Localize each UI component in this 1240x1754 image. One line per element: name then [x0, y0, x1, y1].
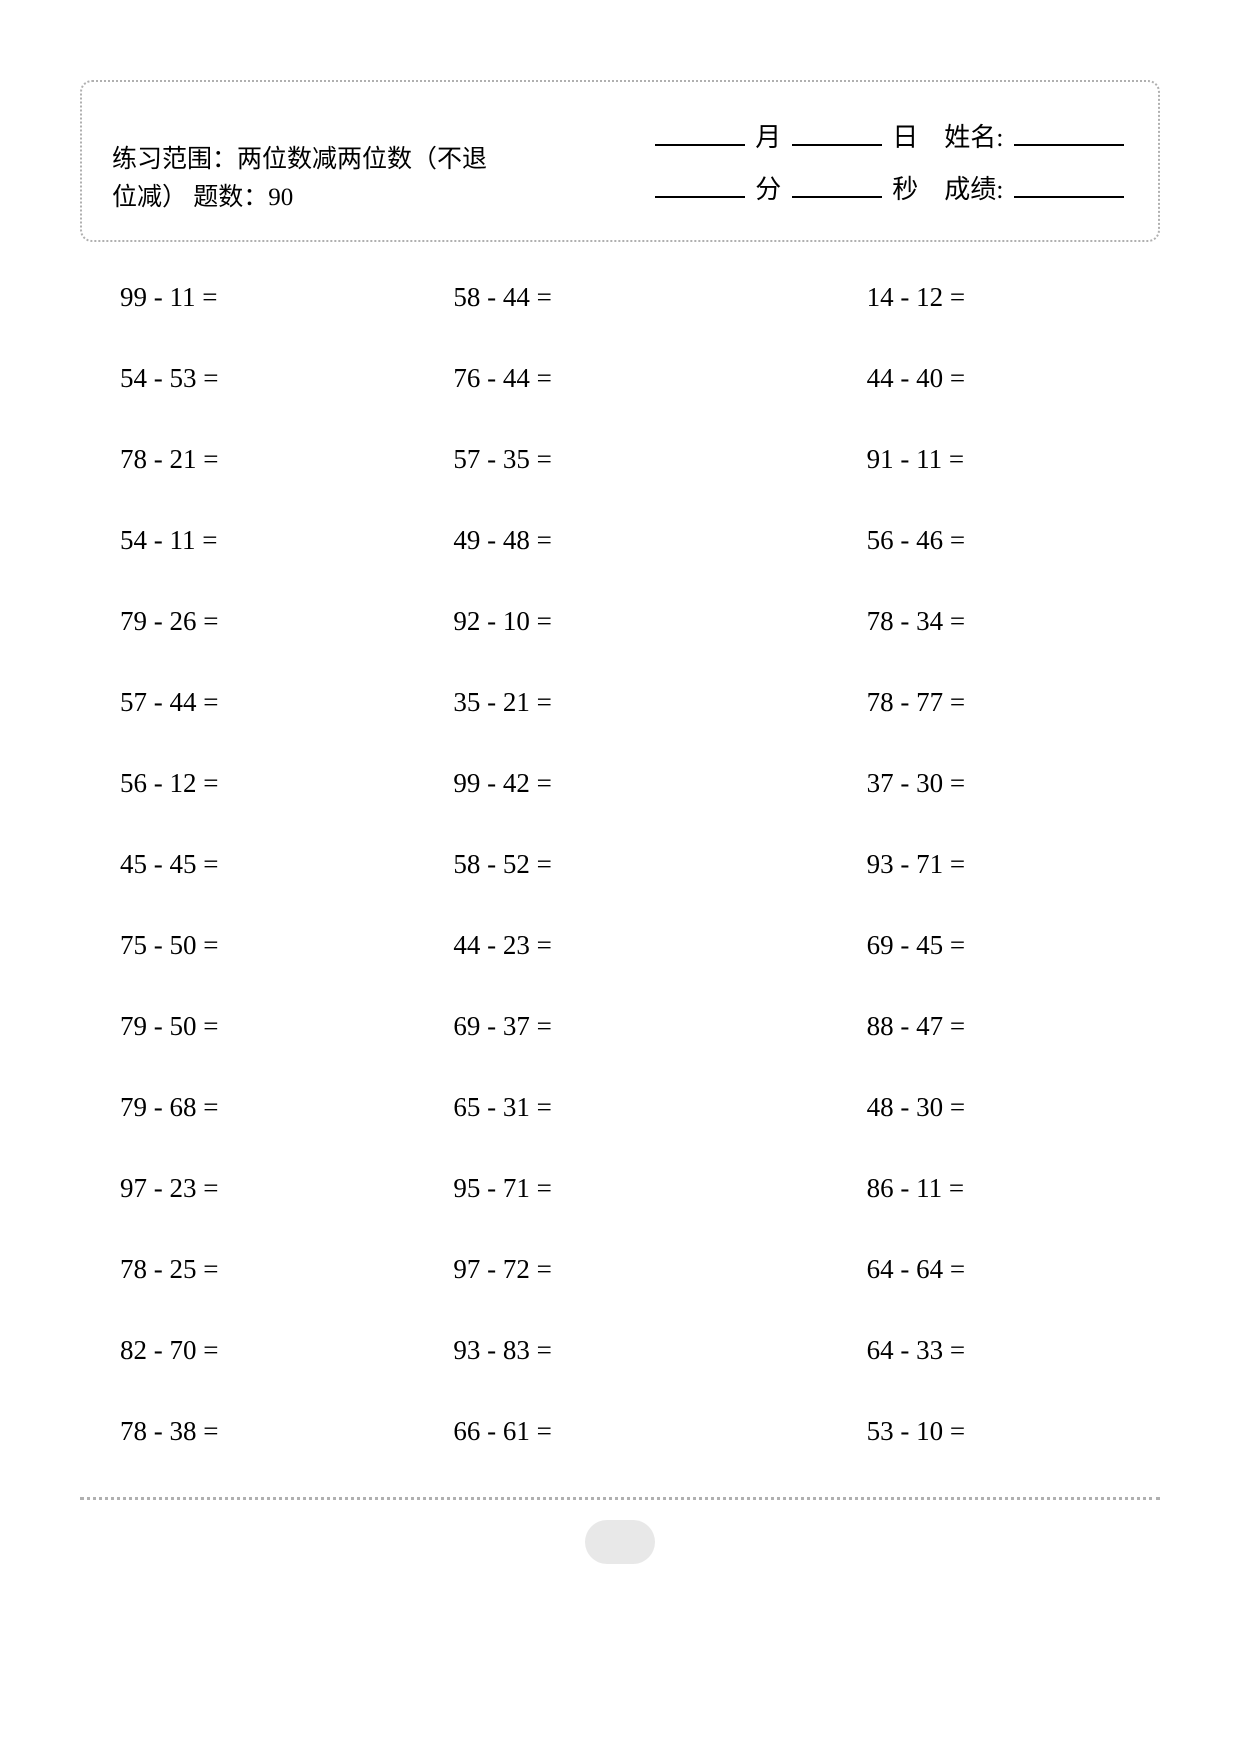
page-number-badge: [585, 1520, 655, 1564]
problem-cell: 64 - 64 =: [727, 1254, 1140, 1285]
problem-cell: 97 - 23 =: [100, 1173, 393, 1204]
problem-cell: 54 - 53 =: [100, 363, 393, 394]
second-blank[interactable]: [792, 176, 882, 198]
footer-divider: [80, 1497, 1160, 1500]
problem-cell: 37 - 30 =: [727, 768, 1140, 799]
problem-cell: 14 - 12 =: [727, 282, 1140, 313]
problem-cell: 58 - 44 =: [393, 282, 726, 313]
subtitle: 练习范围：两位数减两位数（不退位减） 题数：90: [112, 141, 492, 216]
minute-label: 分: [755, 175, 781, 204]
problem-row: 78 - 21 =57 - 35 =91 - 11 =: [100, 444, 1140, 475]
problem-row: 79 - 68 =65 - 31 =48 - 30 =: [100, 1092, 1140, 1123]
problem-row: 75 - 50 =44 - 23 =69 - 45 =: [100, 930, 1140, 961]
problem-cell: 78 - 21 =: [100, 444, 393, 475]
problem-cell: 95 - 71 =: [393, 1173, 726, 1204]
header-left: 练习范围：两位数减两位数（不退位减） 题数：90: [112, 141, 492, 216]
problem-cell: 65 - 31 =: [393, 1092, 726, 1123]
problem-cell: 88 - 47 =: [727, 1011, 1140, 1042]
problem-row: 78 - 25 =97 - 72 =64 - 64 =: [100, 1254, 1140, 1285]
problem-cell: 48 - 30 =: [727, 1092, 1140, 1123]
score-label: 成绩:: [944, 175, 1003, 204]
problem-row: 54 - 11 =49 - 48 =56 - 46 =: [100, 525, 1140, 556]
problem-cell: 92 - 10 =: [393, 606, 726, 637]
problem-row: 97 - 23 =95 - 71 =86 - 11 =: [100, 1173, 1140, 1204]
problem-cell: 78 - 38 =: [100, 1416, 393, 1447]
problem-row: 45 - 45 =58 - 52 =93 - 71 =: [100, 849, 1140, 880]
problem-cell: 82 - 70 =: [100, 1335, 393, 1366]
problem-cell: 66 - 61 =: [393, 1416, 726, 1447]
problem-cell: 97 - 72 =: [393, 1254, 726, 1285]
problem-cell: 79 - 26 =: [100, 606, 393, 637]
problem-cell: 99 - 11 =: [100, 282, 393, 313]
problem-cell: 57 - 35 =: [393, 444, 726, 475]
problem-cell: 78 - 34 =: [727, 606, 1140, 637]
month-blank[interactable]: [655, 124, 745, 146]
problem-cell: 91 - 11 =: [727, 444, 1140, 475]
problem-row: 99 - 11 =58 - 44 =14 - 12 =: [100, 282, 1140, 313]
minute-blank[interactable]: [655, 176, 745, 198]
problem-cell: 78 - 77 =: [727, 687, 1140, 718]
header-right: 月 日 姓名: 分 秒 成绩:: [651, 112, 1128, 216]
day-blank[interactable]: [792, 124, 882, 146]
problem-cell: 93 - 71 =: [727, 849, 1140, 880]
problem-cell: 44 - 40 =: [727, 363, 1140, 394]
problem-row: 82 - 70 =93 - 83 =64 - 33 =: [100, 1335, 1140, 1366]
problem-row: 79 - 50 =69 - 37 =88 - 47 =: [100, 1011, 1140, 1042]
problem-cell: 79 - 50 =: [100, 1011, 393, 1042]
problem-cell: 93 - 83 =: [393, 1335, 726, 1366]
time-score-line: 分 秒 成绩:: [651, 164, 1128, 216]
problem-cell: 86 - 11 =: [727, 1173, 1140, 1204]
problem-cell: 56 - 12 =: [100, 768, 393, 799]
problem-cell: 69 - 37 =: [393, 1011, 726, 1042]
problem-cell: 56 - 46 =: [727, 525, 1140, 556]
problem-row: 54 - 53 =76 - 44 =44 - 40 =: [100, 363, 1140, 394]
problem-cell: 75 - 50 =: [100, 930, 393, 961]
header-box: 练习范围：两位数减两位数（不退位减） 题数：90 月 日 姓名: 分 秒 成绩:: [80, 80, 1160, 242]
score-blank[interactable]: [1014, 176, 1124, 198]
problem-cell: 79 - 68 =: [100, 1092, 393, 1123]
problem-cell: 53 - 10 =: [727, 1416, 1140, 1447]
name-label: 姓名:: [944, 123, 1003, 152]
problem-cell: 54 - 11 =: [100, 525, 393, 556]
problem-cell: 78 - 25 =: [100, 1254, 393, 1285]
problem-cell: 35 - 21 =: [393, 687, 726, 718]
date-line: 月 日 姓名:: [651, 112, 1128, 164]
problem-cell: 57 - 44 =: [100, 687, 393, 718]
worksheet-page: 练习范围：两位数减两位数（不退位减） 题数：90 月 日 姓名: 分 秒 成绩:: [0, 0, 1240, 1604]
name-blank[interactable]: [1014, 124, 1124, 146]
problem-cell: 76 - 44 =: [393, 363, 726, 394]
problem-cell: 64 - 33 =: [727, 1335, 1140, 1366]
day-label: 日: [892, 123, 918, 152]
problem-row: 79 - 26 =92 - 10 =78 - 34 =: [100, 606, 1140, 637]
problem-cell: 44 - 23 =: [393, 930, 726, 961]
problem-cell: 45 - 45 =: [100, 849, 393, 880]
problem-cell: 58 - 52 =: [393, 849, 726, 880]
month-label: 月: [755, 123, 781, 152]
second-label: 秒: [892, 175, 918, 204]
problem-row: 57 - 44 =35 - 21 =78 - 77 =: [100, 687, 1140, 718]
problem-row: 56 - 12 =99 - 42 =37 - 30 =: [100, 768, 1140, 799]
problem-cell: 69 - 45 =: [727, 930, 1140, 961]
problem-cell: 49 - 48 =: [393, 525, 726, 556]
problems-grid: 99 - 11 =58 - 44 =14 - 12 = 54 - 53 =76 -…: [80, 282, 1160, 1447]
problem-cell: 99 - 42 =: [393, 768, 726, 799]
problem-row: 78 - 38 =66 - 61 =53 - 10 =: [100, 1416, 1140, 1447]
